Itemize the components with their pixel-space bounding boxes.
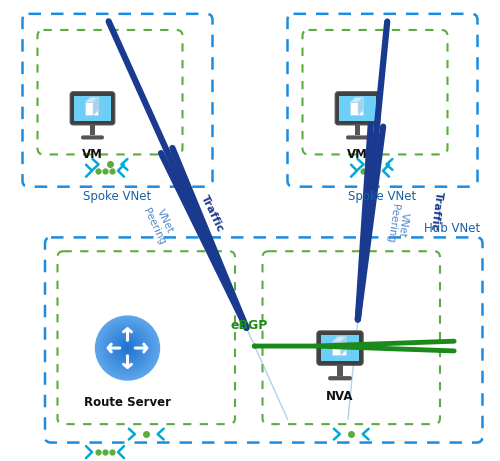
Circle shape	[108, 329, 146, 367]
Circle shape	[114, 334, 141, 362]
Circle shape	[122, 342, 134, 354]
Circle shape	[110, 331, 144, 365]
Polygon shape	[93, 97, 98, 115]
Text: Traffic: Traffic	[200, 194, 226, 234]
Circle shape	[96, 317, 158, 379]
Text: VM: VM	[347, 148, 368, 161]
Circle shape	[100, 321, 154, 375]
Text: eBGP: eBGP	[230, 319, 268, 332]
Text: VNet
Peering: VNet Peering	[384, 203, 411, 245]
Circle shape	[100, 320, 156, 376]
Text: Hub VNet: Hub VNet	[424, 222, 480, 236]
Text: Spoke VNet: Spoke VNet	[348, 190, 416, 203]
Circle shape	[124, 345, 130, 351]
Circle shape	[114, 335, 140, 361]
FancyBboxPatch shape	[335, 92, 380, 125]
Circle shape	[98, 318, 158, 378]
Polygon shape	[350, 97, 364, 102]
FancyBboxPatch shape	[332, 342, 346, 355]
FancyBboxPatch shape	[322, 335, 358, 361]
Circle shape	[112, 332, 144, 364]
Circle shape	[104, 324, 152, 372]
FancyBboxPatch shape	[70, 92, 115, 125]
Circle shape	[108, 328, 148, 368]
FancyBboxPatch shape	[317, 331, 363, 365]
Text: Route Server: Route Server	[84, 396, 171, 409]
FancyBboxPatch shape	[338, 364, 342, 376]
Polygon shape	[341, 337, 346, 355]
FancyBboxPatch shape	[90, 124, 95, 136]
FancyBboxPatch shape	[350, 102, 364, 115]
Circle shape	[124, 344, 132, 352]
Circle shape	[106, 326, 150, 370]
Text: NVA: NVA	[326, 390, 354, 403]
Circle shape	[120, 340, 136, 356]
Circle shape	[104, 325, 150, 371]
Text: Traffic: Traffic	[428, 190, 444, 231]
Circle shape	[96, 316, 160, 380]
FancyBboxPatch shape	[81, 136, 104, 140]
Circle shape	[110, 330, 146, 366]
Polygon shape	[358, 97, 364, 115]
Circle shape	[102, 323, 152, 373]
Text: Spoke VNet: Spoke VNet	[84, 190, 152, 203]
Circle shape	[120, 341, 134, 355]
Circle shape	[98, 319, 156, 377]
Polygon shape	[85, 97, 98, 102]
Circle shape	[112, 333, 142, 363]
Circle shape	[116, 336, 140, 360]
Circle shape	[116, 337, 138, 359]
Circle shape	[102, 322, 154, 374]
FancyBboxPatch shape	[340, 96, 376, 121]
FancyBboxPatch shape	[328, 376, 352, 380]
Circle shape	[126, 346, 130, 350]
Circle shape	[126, 347, 128, 349]
Circle shape	[122, 343, 132, 353]
FancyBboxPatch shape	[355, 124, 360, 136]
FancyBboxPatch shape	[346, 136, 369, 140]
Polygon shape	[332, 337, 346, 342]
Circle shape	[118, 338, 138, 358]
Circle shape	[106, 327, 148, 369]
FancyBboxPatch shape	[85, 102, 98, 115]
Text: VM: VM	[82, 148, 103, 161]
Text: VNet
Peering: VNet Peering	[142, 201, 178, 246]
FancyBboxPatch shape	[74, 96, 110, 121]
Circle shape	[118, 339, 136, 357]
